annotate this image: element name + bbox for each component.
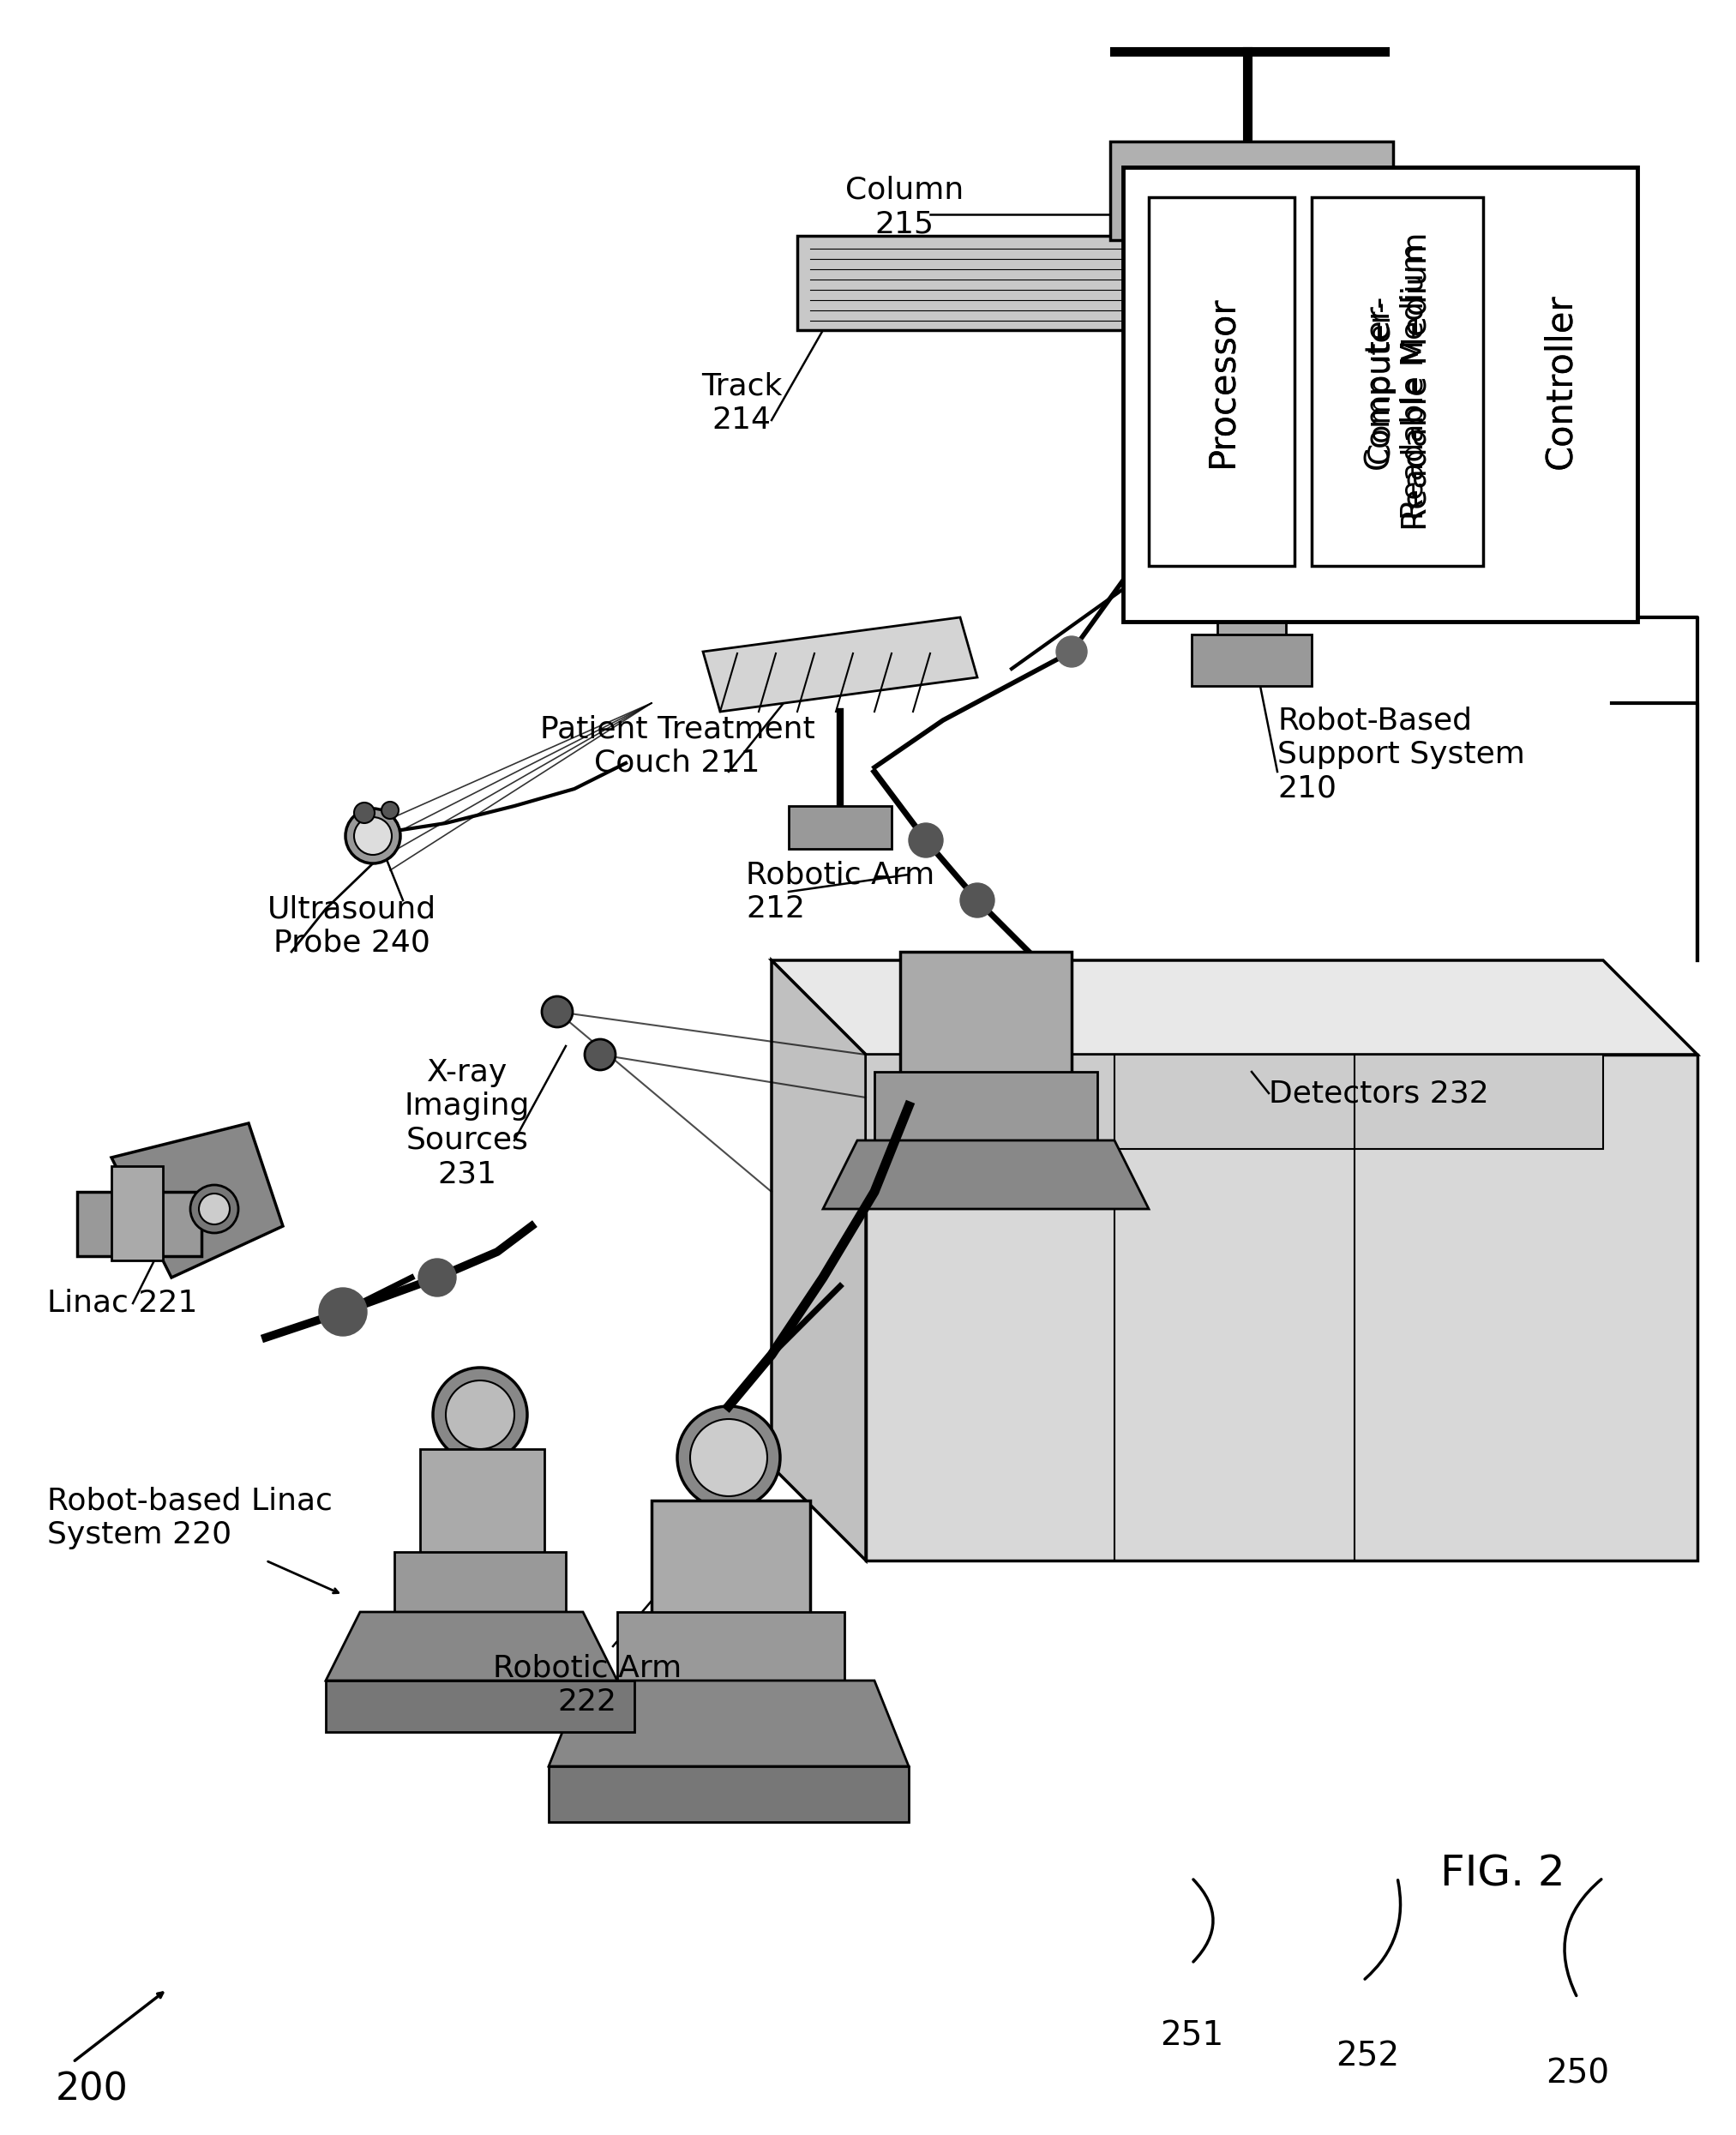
Circle shape bbox=[691, 1420, 767, 1497]
Circle shape bbox=[319, 1287, 366, 1337]
Bar bbox=[788, 807, 892, 850]
Circle shape bbox=[1165, 478, 1201, 517]
Circle shape bbox=[677, 1407, 779, 1509]
Circle shape bbox=[960, 884, 995, 918]
Bar bbox=[1217, 489, 1286, 643]
Circle shape bbox=[191, 1185, 238, 1234]
Text: 252: 252 bbox=[1335, 2041, 1399, 2073]
Bar bbox=[111, 1166, 163, 1260]
Text: Robotic Arm
212: Robotic Arm 212 bbox=[746, 860, 934, 922]
Polygon shape bbox=[549, 1680, 908, 1766]
Text: X-ray
Imaging
Sources
231: X-ray Imaging Sources 231 bbox=[404, 1059, 529, 1189]
Text: Track
214: Track 214 bbox=[701, 371, 781, 433]
Bar bbox=[1191, 634, 1312, 685]
Bar bbox=[875, 1072, 1097, 1140]
Text: Controller: Controller bbox=[1542, 295, 1578, 470]
Text: Processor: Processor bbox=[1203, 295, 1240, 468]
Text: Column
215: Column 215 bbox=[845, 175, 963, 239]
Text: 200: 200 bbox=[56, 2071, 128, 2107]
Bar bbox=[1111, 141, 1392, 239]
Circle shape bbox=[585, 1040, 616, 1070]
Text: Robot-Based
Support System
210: Robot-Based Support System 210 bbox=[1278, 707, 1524, 803]
Bar bbox=[618, 1612, 844, 1689]
Text: Processor: Processor bbox=[1203, 295, 1240, 468]
Circle shape bbox=[446, 1381, 514, 1450]
Circle shape bbox=[908, 824, 943, 858]
Bar bbox=[394, 1552, 566, 1616]
Circle shape bbox=[345, 809, 401, 863]
Circle shape bbox=[432, 1369, 528, 1462]
Circle shape bbox=[354, 803, 375, 824]
Circle shape bbox=[1222, 459, 1281, 519]
Text: Computer-
Readable Medium: Computer- Readable Medium bbox=[1363, 233, 1432, 532]
Polygon shape bbox=[771, 961, 1698, 1055]
Bar bbox=[1123, 167, 1637, 621]
Circle shape bbox=[200, 1193, 229, 1223]
Text: 250: 250 bbox=[1545, 2058, 1609, 2090]
Circle shape bbox=[1055, 636, 1087, 666]
Text: Ultrasound
Probe 240: Ultrasound Probe 240 bbox=[267, 895, 436, 956]
Polygon shape bbox=[703, 617, 977, 711]
Polygon shape bbox=[823, 1140, 1149, 1208]
Polygon shape bbox=[326, 1612, 618, 1680]
Circle shape bbox=[542, 997, 573, 1027]
Bar bbox=[1149, 196, 1295, 566]
Text: Patient Treatment
Couch 211: Patient Treatment Couch 211 bbox=[540, 715, 814, 777]
Text: 251: 251 bbox=[1160, 2020, 1224, 2052]
Bar bbox=[797, 235, 1611, 331]
Polygon shape bbox=[866, 1055, 1602, 1149]
Circle shape bbox=[382, 803, 399, 820]
Polygon shape bbox=[771, 961, 866, 1561]
Text: Computer-
Readable Medium: Computer- Readable Medium bbox=[1366, 243, 1429, 521]
Text: Linac 221: Linac 221 bbox=[47, 1290, 198, 1317]
Circle shape bbox=[418, 1260, 457, 1296]
Bar bbox=[549, 1766, 908, 1821]
Bar bbox=[420, 1450, 545, 1561]
Text: Controller: Controller bbox=[1542, 295, 1578, 470]
Polygon shape bbox=[111, 1123, 283, 1277]
Bar bbox=[76, 1191, 201, 1255]
Bar bbox=[1312, 196, 1483, 566]
Text: Detectors 232: Detectors 232 bbox=[1269, 1078, 1489, 1108]
Bar bbox=[901, 952, 1071, 1080]
Polygon shape bbox=[866, 1055, 1698, 1561]
Text: Robotic Arm
222: Robotic Arm 222 bbox=[493, 1652, 682, 1717]
Circle shape bbox=[354, 818, 392, 854]
Bar bbox=[326, 1680, 634, 1731]
Text: FIG. 2: FIG. 2 bbox=[1441, 1853, 1566, 1894]
Text: Robot-based Linac
System 220: Robot-based Linac System 220 bbox=[47, 1486, 333, 1550]
Bar bbox=[651, 1501, 811, 1620]
